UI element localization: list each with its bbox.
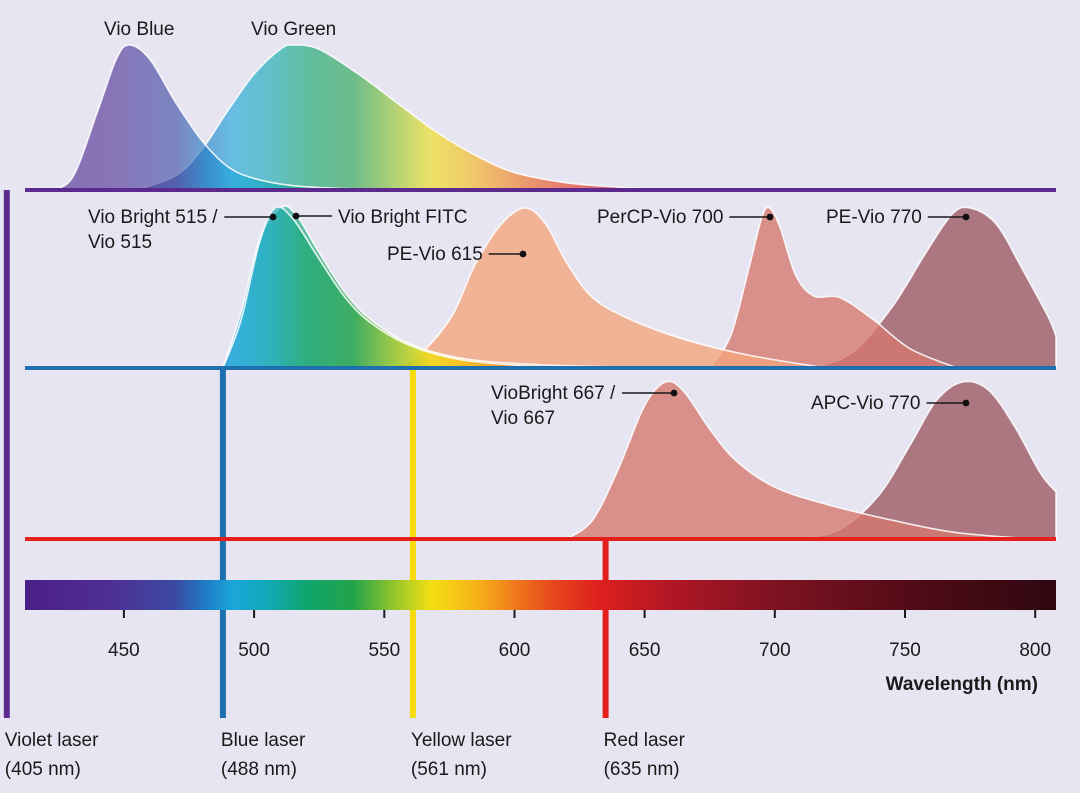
laser-name-violet: Violet laser: [5, 730, 99, 751]
tick-mark-800: [1034, 610, 1037, 618]
dye-label-pe-vio-770-dot: [962, 213, 970, 221]
spectrum-bar: [25, 580, 1056, 610]
baseline-violet: [25, 188, 1056, 192]
tick-mark-750: [904, 610, 906, 618]
tick-label-650: 650: [629, 640, 661, 661]
laser-wavelength-violet: (405 nm): [5, 759, 81, 780]
emission-curve-percp-vio-700: [708, 206, 958, 369]
laser-wavelength-blue: (488 nm): [221, 759, 297, 780]
dye-label-vio-bright-515-vio-515: Vio Bright 515 /Vio 515: [88, 207, 218, 253]
laser-line-red: [602, 539, 609, 718]
emission-curve-vio-bright-515-vio-515: [221, 206, 645, 369]
tick-mark-500: [253, 610, 256, 618]
emission-curve-pe-vio-615: [358, 207, 828, 369]
dye-label-viobright-667-vio-667: VioBright 667 /Vio 667: [491, 383, 616, 429]
emission-curve-viobright-667-vio-667: [563, 380, 1036, 540]
laser-name-red: Red laser: [604, 730, 686, 751]
dye-label-apc-vio-770: APC-Vio 770: [811, 393, 921, 414]
x-axis-title: Wavelength (nm): [886, 674, 1038, 695]
tick-mark-700: [773, 610, 776, 618]
dye-label-vio-bright-515-vio-515-dot: [269, 213, 277, 221]
dye-label-viobright-667-vio-667-dot: [670, 389, 678, 397]
dye-label-vio-bright-fitc: Vio Bright FITC: [338, 207, 468, 228]
dye-label-percp-vio-700-dot: [766, 213, 774, 221]
tick-label-750: 750: [889, 640, 921, 661]
tick-mark-550: [383, 610, 386, 618]
tick-label-800: 800: [1019, 640, 1051, 661]
dye-label-pe-vio-615-dot: [519, 250, 527, 258]
tick-label-500: 500: [238, 640, 270, 661]
laser-name-yellow: Yellow laser: [411, 730, 512, 751]
tick-label-700: 700: [759, 640, 791, 661]
emission-curve-vio-green: [136, 44, 671, 191]
dye-label-pe-vio-615: PE-Vio 615: [387, 244, 483, 265]
dye-label-vio-green: Vio Green: [251, 19, 336, 40]
tick-label-550: 550: [368, 640, 400, 661]
dye-label-apc-vio-770-dot: [962, 399, 970, 407]
laser-wavelength-red: (635 nm): [604, 759, 680, 780]
emission-curve-vio-blue: [45, 44, 411, 191]
dye-label-vio-blue: Vio Blue: [104, 19, 174, 40]
baseline-blue: [25, 366, 1056, 370]
tick-mark-650: [643, 610, 646, 618]
laser-line-yellow: [409, 368, 416, 718]
tick-label-450: 450: [108, 640, 140, 661]
laser-wavelength-yellow: (561 nm): [411, 759, 487, 780]
tick-mark-450: [122, 610, 125, 618]
tick-label-600: 600: [499, 640, 531, 661]
dye-label-pe-vio-770: PE-Vio 770: [826, 207, 922, 228]
tick-mark-600: [513, 610, 516, 618]
laser-name-blue: Blue laser: [221, 730, 306, 751]
dye-label-percp-vio-700: PerCP-Vio 700: [597, 207, 723, 228]
laser-line-violet: [3, 190, 10, 718]
dye-label-vio-bright-fitc-dot: [292, 212, 300, 220]
laser-line-blue: [219, 368, 226, 718]
baseline-red: [25, 537, 1056, 541]
